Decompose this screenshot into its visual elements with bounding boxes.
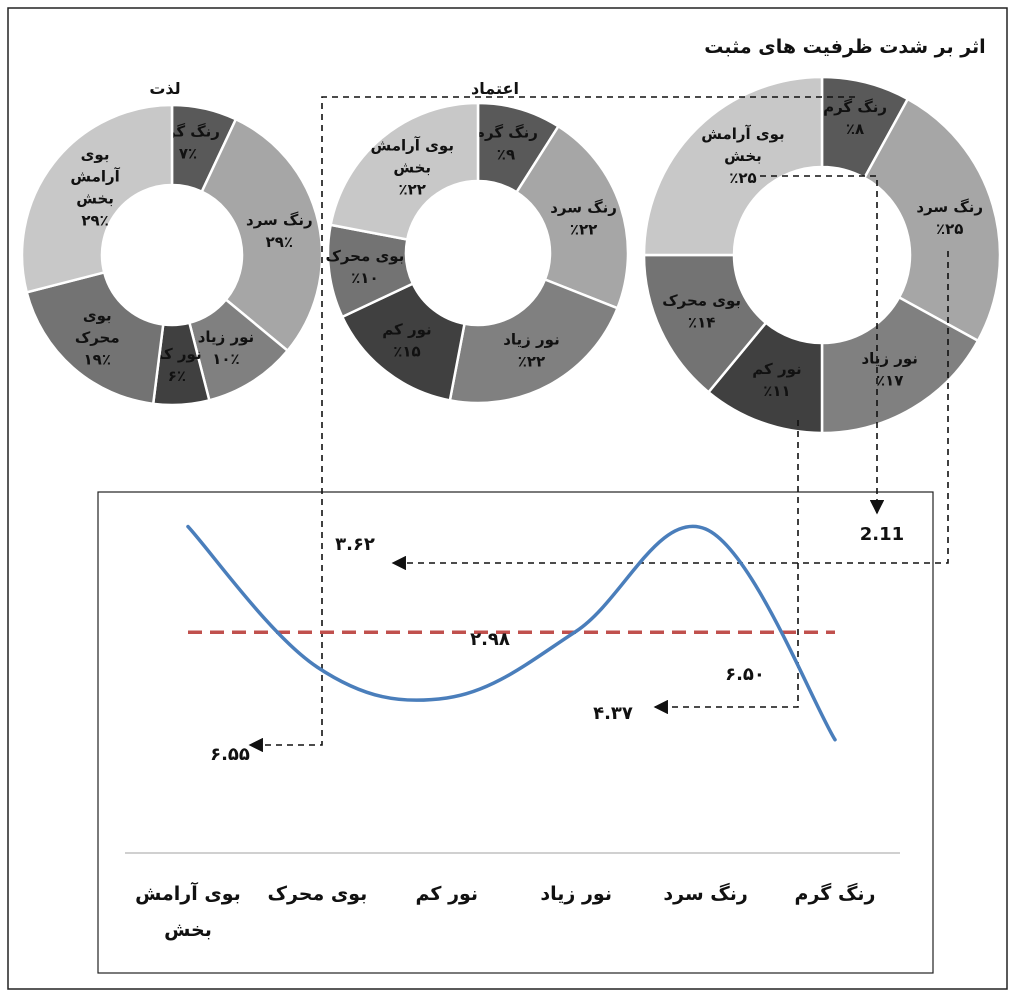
donut-2-slice	[448, 277, 620, 405]
donut-3-slice	[820, 295, 980, 435]
donut-1-slice-label: بوی	[81, 146, 110, 164]
donut-2-slice-label: نور زیاد	[503, 330, 560, 348]
donut-2-slice-label: بخش	[393, 158, 431, 176]
donut-2-slice-value: ٪۲۲	[399, 180, 426, 198]
data-label: ۶.۵۵	[210, 744, 250, 765]
donut-3-slice-label: نور کم	[752, 360, 801, 378]
donut-3-slice-value: ٪۱۱	[763, 382, 790, 400]
category-tick-label: نور کم	[416, 883, 479, 905]
donut-3-slice-label: بخش	[724, 147, 762, 165]
donut-1-title: لذت	[149, 79, 180, 98]
category-tick-label: بوی محرک	[267, 883, 367, 905]
donut-3-slice-value: ٪۱۴	[688, 314, 715, 332]
category-labels: رنگ گرم رنگ سرد نور زیاد نور کم بوی محرک بوی …	[135, 881, 875, 941]
donut-2-slice-value: ٪۲۲	[570, 221, 597, 239]
donut-3-slice	[642, 75, 824, 257]
donut-1-slice	[200, 117, 324, 353]
donut-1-slice-value: ۱۰٪	[212, 350, 239, 368]
donut-3-slice	[642, 253, 768, 394]
donut-3-slice-label: رنگ سرد	[916, 198, 983, 216]
donut-1-slice-value: ۷٪	[179, 145, 197, 163]
donut-2-title: اعتماد	[471, 79, 519, 98]
donut-1-slice-label: بوی	[83, 307, 112, 325]
donut-3-slice-value: ٪۲۵	[729, 169, 756, 187]
donut-2-slice-value: ٪۲۲	[518, 352, 545, 370]
donut-3-slice-label: نور زیاد	[861, 349, 918, 367]
line-chart-frame	[97, 491, 934, 974]
connector-arrows	[248, 96, 949, 753]
donut-3-slice	[862, 97, 1002, 343]
donut-1-slice-label: نور زیاد	[198, 328, 255, 346]
data-label: 2.11	[860, 524, 904, 545]
donut-2-slice-label: نور کم	[382, 321, 431, 339]
donut-1-slice-label: رنگ سرد	[246, 211, 313, 229]
donut-3-slice-label: رنگ گرم	[823, 98, 887, 116]
donut-2-slice-value: ٪۹	[497, 145, 515, 163]
donut-1-slice-label: نور کم	[152, 345, 201, 363]
donut-3-slice-value: ٪۸	[846, 120, 864, 138]
donut-3-slice-label: بوی محرک	[662, 292, 741, 310]
category-tick-label: بوی آرامش	[135, 881, 241, 905]
donut-1-slice-value: ۱۹٪	[84, 351, 111, 369]
data-label: ۲.۹۸	[470, 629, 510, 650]
donut-2-slice-label: رنگ سرد	[550, 199, 617, 217]
donut-2-slice-label: بوی آرامش	[371, 136, 454, 154]
donut-3-title: اثر بر شدت ظرفیت های مثبت	[704, 36, 985, 58]
donut-3-slice-value: ٪۱۷	[876, 371, 903, 389]
connector-cold-color	[391, 251, 949, 571]
connector-calming-scent	[760, 175, 885, 515]
category-tick-label: رنگ گرم	[795, 882, 876, 905]
donut-1-slice-label: بخش	[76, 190, 114, 208]
donut-1-slice-value: ۶٪	[168, 367, 186, 385]
category-tick-label: نور زیاد	[540, 883, 612, 905]
donut-charts: رنگ گرم ۷٪ رنگ سرد ۲۹٪ نور زیاد ۱۰٪ نور کم ۶٪ بو…	[20, 75, 1002, 435]
donut-2-slice-label: بوی محرک	[325, 247, 404, 265]
donut-1-slice-value: ۲۹٪	[266, 233, 293, 251]
donut-2-slice	[329, 101, 480, 241]
donut-3-slice-value: ٪۲۵	[936, 220, 963, 238]
donut-1-slice	[25, 270, 165, 406]
category-tick-label: بخش	[164, 919, 212, 941]
data-label: ۳.۶۲	[335, 534, 375, 555]
donut-2-slice-label: رنگ گرم	[474, 123, 538, 141]
connector-low-light	[653, 420, 799, 715]
donut-1-slice-label: آرامش	[70, 168, 120, 186]
donut-2-slice-value: ٪۱۰	[351, 269, 378, 287]
donut-3-slice-label: بوی آرامش	[701, 125, 784, 143]
donut-1-slice-label: محرک	[75, 329, 120, 347]
data-label: ۴.۳۷	[593, 703, 633, 724]
data-label: ۶.۵۰	[725, 664, 765, 685]
donut-2-slice-value: ٪۱۵	[393, 343, 420, 361]
donut-1-slice-value: ۲۹٪	[81, 212, 108, 230]
connector-warm-color	[248, 96, 855, 753]
series-line	[186, 524, 837, 742]
value-labels: ۶.۵۵ ۳.۶۲ ۲.۹۸ ۴.۳۷ ۶.۵۰ 2.11	[210, 524, 904, 765]
donut-1-slice	[20, 103, 174, 294]
donut-2-slice	[514, 124, 630, 310]
category-tick-label: رنگ سرد	[663, 882, 747, 905]
